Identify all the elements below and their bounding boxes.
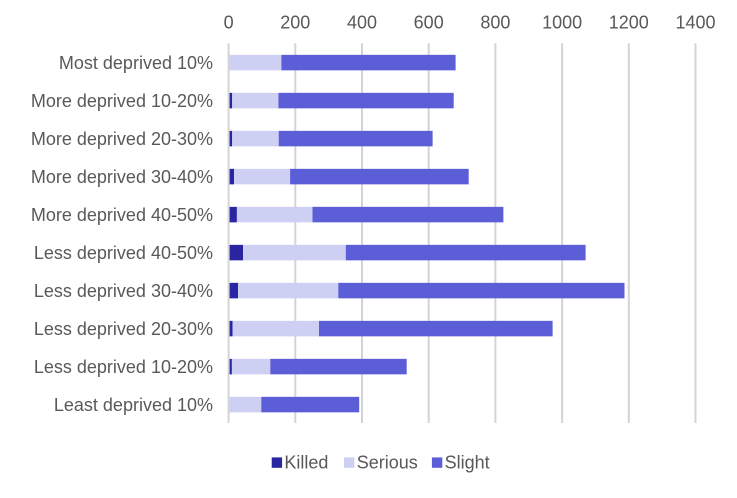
svg-text:More deprived 20-30%: More deprived 20-30% [31, 129, 213, 149]
svg-text:Killed: Killed [284, 453, 328, 473]
svg-text:Less deprived 30-40%: Less deprived 30-40% [34, 281, 213, 301]
svg-text:More deprived 10-20%: More deprived 10-20% [31, 91, 213, 111]
svg-text:More deprived 40-50%: More deprived 40-50% [31, 205, 213, 225]
svg-text:600: 600 [414, 13, 444, 33]
svg-text:Less deprived 20-30%: Less deprived 20-30% [34, 319, 213, 339]
svg-text:400: 400 [347, 13, 377, 33]
svg-text:200: 200 [280, 13, 310, 33]
svg-text:Less deprived 40-50%: Less deprived 40-50% [34, 243, 213, 263]
svg-text:Slight: Slight [445, 453, 490, 473]
svg-text:0: 0 [224, 13, 234, 33]
svg-text:1200: 1200 [609, 13, 649, 33]
svg-text:Less deprived 10-20%: Less deprived 10-20% [34, 357, 213, 377]
svg-text:Serious: Serious [357, 453, 418, 473]
svg-text:800: 800 [480, 13, 510, 33]
svg-text:More deprived 30-40%: More deprived 30-40% [31, 167, 213, 187]
svg-text:1400: 1400 [675, 13, 715, 33]
svg-text:1000: 1000 [542, 13, 582, 33]
svg-text:Most deprived 10%: Most deprived 10% [59, 53, 213, 73]
svg-text:Least deprived 10%: Least deprived 10% [54, 395, 213, 415]
